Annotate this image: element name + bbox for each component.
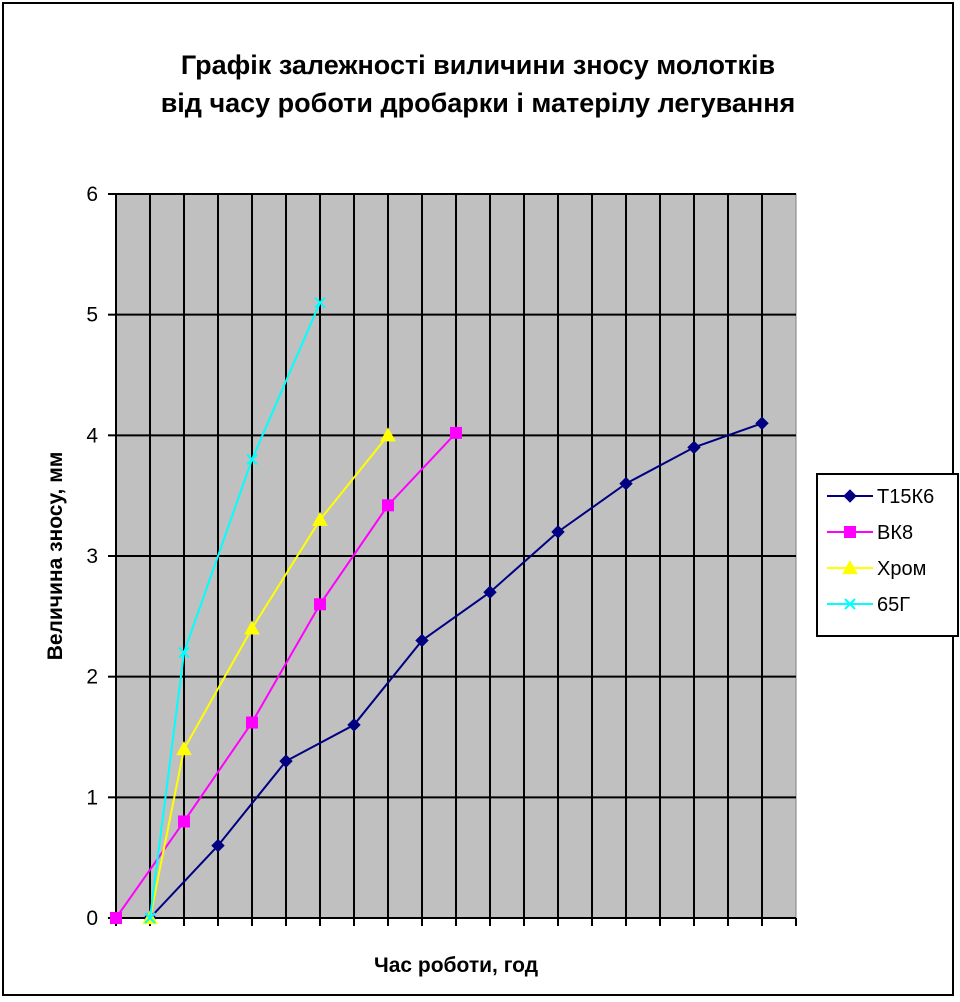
data-point xyxy=(246,453,258,466)
series-4 xyxy=(144,296,326,924)
data-point xyxy=(110,912,122,924)
marker-stroke xyxy=(144,912,156,924)
y-tick-label: 4 xyxy=(86,424,98,447)
data-point xyxy=(246,716,258,729)
y-tick-label: 0 xyxy=(86,907,98,930)
marker-stroke xyxy=(844,598,856,610)
legend-marker xyxy=(842,559,858,575)
series-line xyxy=(149,302,321,919)
legend-item: Хром xyxy=(827,558,926,580)
data-point xyxy=(755,416,769,430)
chart-title-line-2: від часу роботи дробарки і матерілу легу… xyxy=(160,88,796,118)
data-point xyxy=(483,585,497,599)
chart-title-line-1: Графік залежності виличини зносу молоткі… xyxy=(180,50,776,80)
legend-marker xyxy=(844,526,856,538)
data-point xyxy=(176,741,192,756)
series-1 xyxy=(143,416,769,925)
data-point xyxy=(178,815,190,828)
data-point xyxy=(551,525,565,539)
data-point xyxy=(380,427,396,442)
data-point xyxy=(244,620,260,635)
y-tick-label: 6 xyxy=(86,183,98,206)
data-point xyxy=(314,598,326,611)
data-point xyxy=(314,296,326,309)
chart-title: Графік залежності виличини зносу молоткі… xyxy=(4,46,952,122)
y-tick-label: 1 xyxy=(86,786,98,809)
data-point xyxy=(279,754,293,768)
series-line xyxy=(149,422,763,919)
series-2 xyxy=(110,426,462,924)
legend-item: ВК8 xyxy=(827,522,913,544)
data-point xyxy=(619,476,633,491)
data-point xyxy=(144,912,156,924)
data-point xyxy=(178,646,190,659)
legend-item: Т15К6 xyxy=(827,486,934,508)
data-point xyxy=(347,718,361,732)
data-point xyxy=(211,838,225,853)
x-axis-label: Час роботи, год xyxy=(374,954,538,977)
y-tick-label: 5 xyxy=(86,304,98,327)
marker-stroke xyxy=(314,296,326,309)
data-point xyxy=(312,511,328,526)
legend-box xyxy=(816,473,959,637)
legend-label: Т15К6 xyxy=(877,486,934,508)
data-point xyxy=(382,499,394,512)
y-axis-label: Величина зносу, мм xyxy=(44,452,67,661)
marker-stroke xyxy=(178,646,190,659)
legend-label: Хром xyxy=(877,558,926,580)
series-line xyxy=(115,432,457,919)
legend-label: ВК8 xyxy=(877,522,913,544)
y-tick-label: 2 xyxy=(86,666,98,689)
y-tick-label: 3 xyxy=(86,545,98,568)
data-point xyxy=(415,633,429,648)
legend-item: 65Г xyxy=(827,594,910,616)
legend-marker xyxy=(844,598,856,610)
legend: Т15К6 ВК8 Хром 65Г xyxy=(816,473,959,637)
legend-label: 65Г xyxy=(877,594,910,616)
marker-stroke xyxy=(246,453,258,466)
data-point xyxy=(450,426,462,439)
data-point xyxy=(687,440,701,455)
legend-marker xyxy=(843,489,857,503)
